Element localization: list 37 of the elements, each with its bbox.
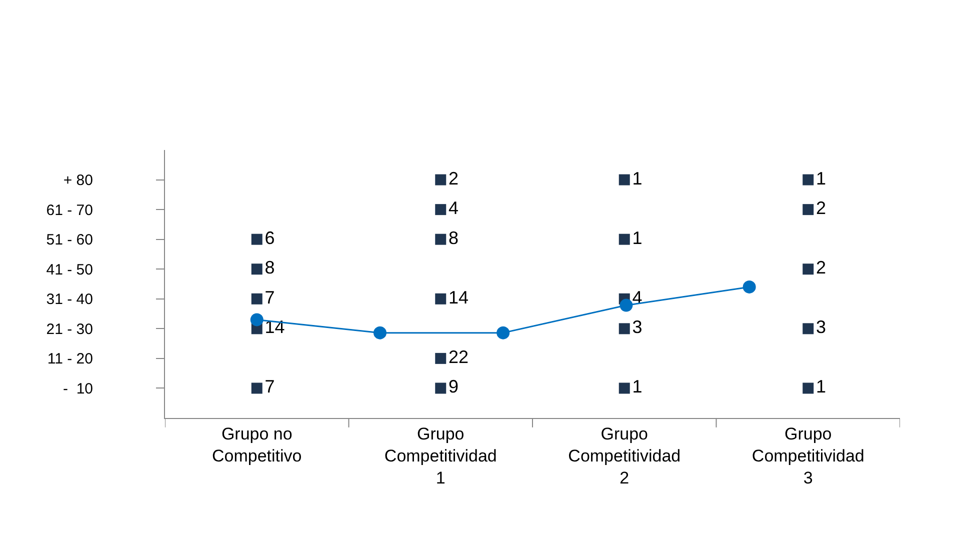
data-label: 7 [264, 287, 275, 308]
x-tick-label: Grupo Competitividad 3 [752, 424, 864, 488]
data-label: 1 [816, 376, 826, 397]
data-label: 1 [632, 168, 642, 188]
data-label: 8 [264, 258, 275, 278]
point [742, 280, 756, 294]
data-label: 4 [448, 198, 459, 218]
x-tick-label: Grupo Competitividad 1 [384, 424, 497, 488]
data-label: 2 [816, 198, 826, 218]
data-label: 1 [632, 376, 642, 397]
data-label: 3 [816, 317, 826, 338]
point [620, 298, 633, 312]
y-tick-label: 51 - 60 [46, 232, 93, 249]
y-tick-label: 31 - 40 [46, 291, 93, 308]
point [250, 313, 264, 326]
point [496, 326, 510, 340]
y-tick-label: 41 - 50 [46, 261, 93, 278]
data-label: 1 [816, 168, 826, 188]
data-label: 2 [448, 168, 459, 188]
data-label: 4 [632, 287, 642, 308]
data-label: 22 [448, 346, 469, 367]
y-tick-label: 21 - 30 [46, 320, 93, 338]
y-tick-label: 11 - 20 [47, 350, 93, 368]
data-label: 7 [264, 376, 275, 397]
data-label: 9 [448, 376, 459, 397]
point [373, 326, 386, 340]
y-tick-label: + 80 [63, 172, 93, 190]
y-tick-label: - 10 [62, 380, 93, 398]
data-label: 14 [448, 287, 469, 308]
x-tick-label: Grupo no Competitivo [212, 424, 302, 466]
data-label: 2 [816, 258, 826, 278]
data-label: 8 [448, 228, 459, 248]
data-label: 6 [264, 228, 275, 248]
data-label: 1 [632, 228, 642, 248]
y-tick-label: 61 - 70 [46, 202, 93, 219]
x-tick-label: Grupo Competitividad 2 [568, 424, 681, 488]
data-label: 3 [632, 317, 642, 338]
